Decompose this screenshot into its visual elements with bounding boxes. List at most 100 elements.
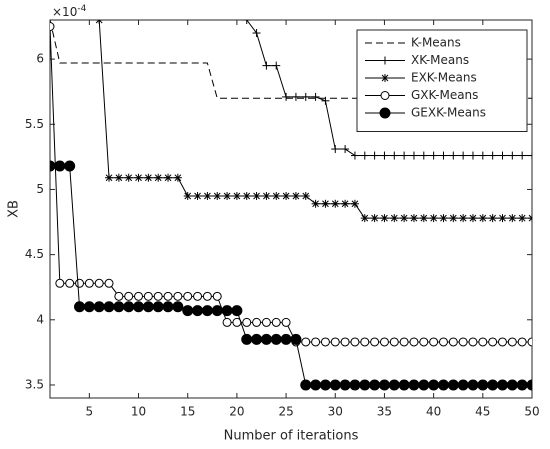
marker [321,199,330,208]
marker [262,191,271,200]
marker [212,291,222,301]
marker [173,291,183,301]
marker [498,214,507,223]
marker [379,107,391,119]
marker [478,151,487,160]
marker [528,151,532,160]
marker-part [409,337,419,347]
marker-part [320,337,330,347]
marker [182,305,194,317]
marker [114,291,124,301]
marker [378,379,390,391]
marker-part [222,317,232,327]
marker-part [163,291,173,301]
marker [508,151,517,160]
marker [114,173,123,182]
marker-part [103,301,115,313]
marker-part [379,107,391,119]
marker [311,337,321,347]
marker-part [467,379,479,391]
legend-label: GEXK-Means [411,106,486,120]
marker-part [457,379,469,391]
marker [457,379,469,391]
marker-part [319,379,331,391]
marker-part [399,337,409,347]
legend-label: XK-Means [411,53,469,67]
marker [123,301,135,313]
marker [242,317,252,327]
marker-part [281,317,291,327]
marker [488,337,498,347]
marker-part [418,379,430,391]
marker-part [241,333,253,345]
marker-part [528,217,532,222]
x-tick-label: 25 [278,405,293,419]
marker [381,56,389,65]
marker [478,337,488,347]
marker-part [370,337,380,347]
marker [429,337,439,347]
marker [193,291,203,301]
marker [311,199,320,208]
marker [94,278,104,288]
marker [103,301,115,313]
marker [468,214,477,223]
marker [400,214,409,223]
marker-part [527,337,532,347]
marker-part [65,278,75,288]
marker [449,214,458,223]
marker-part [95,20,100,24]
marker [271,317,281,327]
marker [388,379,400,391]
marker-part [93,301,105,313]
marker-part [221,305,233,317]
marker [516,379,528,391]
marker [301,92,310,101]
marker [409,337,419,347]
marker [349,379,361,391]
marker [162,301,174,313]
marker [252,191,261,200]
marker [270,333,282,345]
marker [379,337,389,347]
marker [280,333,292,345]
marker-part [98,20,103,24]
y-multiplier-exponent: -4 [77,4,86,14]
y-tick-label: 6 [36,52,44,66]
marker [428,379,440,391]
marker [192,305,204,317]
marker [143,291,153,301]
marker-part [75,278,85,288]
marker-part [340,337,350,347]
marker-part [388,379,400,391]
marker [497,337,507,347]
y-tick-label: 5 [36,182,44,196]
marker [488,151,497,160]
marker-part [50,160,56,172]
marker [134,291,144,301]
marker [152,301,164,313]
marker [252,317,262,327]
marker [272,191,281,200]
marker [468,151,477,160]
marker-part [487,379,499,391]
marker [418,379,430,391]
marker [360,214,369,223]
marker-part [182,305,194,317]
marker [201,305,213,317]
y-tick-label: 4 [36,312,44,326]
marker [50,22,55,32]
marker-part [143,291,153,301]
marker-part [310,379,322,391]
marker [468,337,478,347]
marker-part [359,379,371,391]
marker [429,214,438,223]
marker-part [173,291,183,301]
marker [437,379,449,391]
marker-part [496,379,508,391]
marker [133,301,145,313]
marker-part [201,305,213,317]
marker [477,379,489,391]
marker [144,173,153,182]
x-tick-label: 5 [86,405,94,419]
